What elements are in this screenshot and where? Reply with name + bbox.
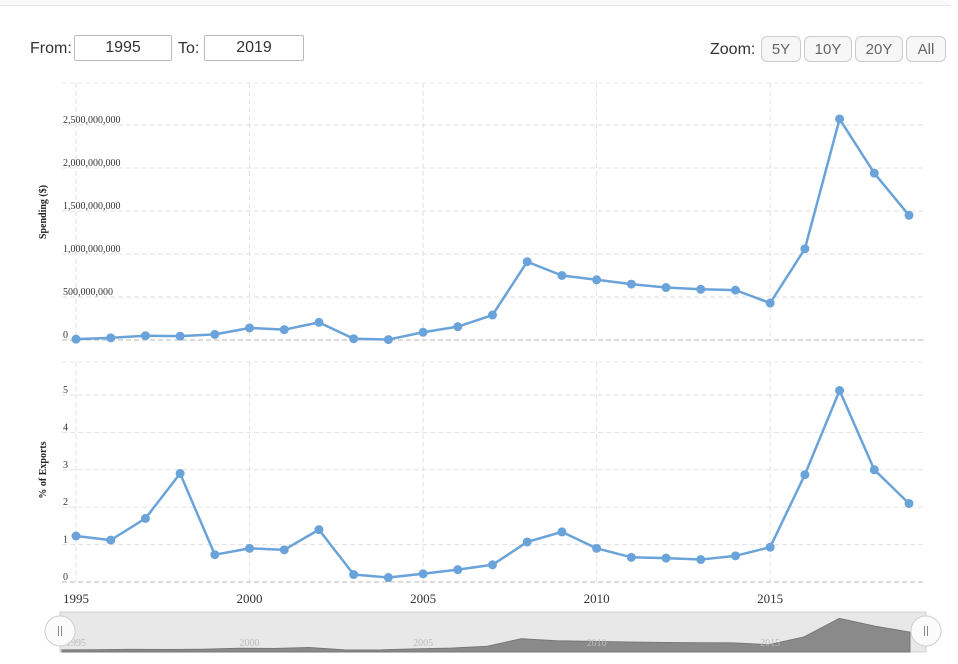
handle-knob[interactable] xyxy=(910,615,942,647)
navigator-tick-label: 2005 xyxy=(413,638,433,649)
spending-data-point[interactable] xyxy=(279,325,289,335)
navigator-left-handle[interactable] xyxy=(44,615,76,647)
spending-data-point[interactable] xyxy=(626,279,636,289)
zoom-all-button[interactable]: All xyxy=(906,36,946,62)
exports-data-point[interactable] xyxy=(349,570,359,580)
navigator-tick-label: 2000 xyxy=(240,638,260,649)
spending-data-point[interactable] xyxy=(349,334,359,344)
spending-data-point[interactable] xyxy=(314,317,324,327)
exports-axis-title: % of Exports xyxy=(38,441,49,498)
spending-data-point[interactable] xyxy=(175,331,185,341)
x-tick-label: 2015 xyxy=(757,591,783,606)
y-tick-label: 1,500,000,000 xyxy=(63,201,121,212)
spending-data-point[interactable] xyxy=(106,333,116,343)
exports-data-point[interactable] xyxy=(626,552,636,562)
exports-data-point[interactable] xyxy=(106,535,116,545)
series-layer xyxy=(71,114,914,583)
y-tick-label: 3 xyxy=(63,460,68,471)
navigator-tick-label: 2015 xyxy=(760,638,780,649)
exports-data-point[interactable] xyxy=(453,565,463,575)
grid-layer xyxy=(62,82,926,583)
spending-data-point[interactable] xyxy=(696,284,706,294)
y-tick-label: 1 xyxy=(63,535,68,546)
spending-data-point[interactable] xyxy=(453,322,463,332)
exports-data-point[interactable] xyxy=(245,543,255,553)
from-label: From: xyxy=(30,40,72,57)
exports-data-point[interactable] xyxy=(175,469,185,479)
spending-data-point[interactable] xyxy=(904,210,914,220)
spending-data-point[interactable] xyxy=(800,244,810,254)
axis-layer: Spending ($) % of Exports 0 500,000,000 1,… xyxy=(38,115,783,606)
spending-data-point[interactable] xyxy=(869,168,879,178)
y-tick-label: 2,000,000,000 xyxy=(63,158,121,169)
y-tick-label: 5 xyxy=(63,385,68,396)
zoom-10y-button[interactable]: 10Y xyxy=(804,36,852,62)
navigator-tick-label: 2010 xyxy=(587,638,607,649)
y-tick-label: 500,000,000 xyxy=(63,287,113,298)
y-tick-label: 0 xyxy=(63,330,68,341)
y-tick-label: 0 xyxy=(63,572,68,583)
x-tick-label: 1995 xyxy=(63,591,89,606)
exports-data-point[interactable] xyxy=(71,531,81,541)
exports-data-point[interactable] xyxy=(835,386,845,396)
navigator-area xyxy=(61,617,911,653)
exports-data-point[interactable] xyxy=(592,543,602,553)
exports-data-point[interactable] xyxy=(904,498,914,508)
exports-data-point[interactable] xyxy=(279,545,289,555)
spending-data-point[interactable] xyxy=(522,257,532,267)
exports-series-line xyxy=(75,389,910,579)
exports-data-point[interactable] xyxy=(661,553,671,563)
x-tick-label: 2010 xyxy=(584,591,610,606)
exports-data-point[interactable] xyxy=(140,513,150,523)
y-tick-label: 4 xyxy=(63,422,68,433)
exports-data-point[interactable] xyxy=(383,573,393,583)
handle-knob[interactable] xyxy=(44,615,76,647)
exports-data-point[interactable] xyxy=(488,560,497,570)
spending-data-point[interactable] xyxy=(661,283,671,293)
y-tick-label: 1,000,000,000 xyxy=(63,244,121,255)
to-date-input[interactable] xyxy=(204,35,304,61)
spending-series-line xyxy=(75,117,910,341)
x-tick-label: 2000 xyxy=(237,591,263,606)
top-border xyxy=(0,0,950,6)
x-tick-label: 2005 xyxy=(410,591,436,606)
spending-data-point[interactable] xyxy=(418,327,428,337)
exports-data-point[interactable] xyxy=(314,525,324,535)
zoom-5y-button[interactable]: 5Y xyxy=(761,36,801,62)
navigator-right-handle[interactable] xyxy=(910,615,942,647)
to-label: To: xyxy=(178,40,200,57)
spending-data-point[interactable] xyxy=(140,331,150,341)
exports-data-point[interactable] xyxy=(696,555,706,565)
y-tick-label: 2 xyxy=(63,497,68,508)
spending-data-point[interactable] xyxy=(383,335,393,345)
exports-data-point[interactable] xyxy=(800,470,810,480)
spending-axis-title: Spending ($) xyxy=(38,185,49,239)
exports-data-point[interactable] xyxy=(210,550,220,560)
spending-data-point[interactable] xyxy=(835,114,845,124)
spending-data-point[interactable] xyxy=(765,298,775,308)
from-date-input[interactable] xyxy=(74,35,172,61)
spending-data-point[interactable] xyxy=(557,271,567,280)
spending-data-point[interactable] xyxy=(730,285,740,295)
exports-data-point[interactable] xyxy=(418,569,428,579)
spending-data-point[interactable] xyxy=(210,329,220,339)
navigator[interactable]: 1995 2000 2005 2010 2015 xyxy=(44,611,942,653)
exports-data-point[interactable] xyxy=(730,551,740,561)
spending-data-point[interactable] xyxy=(71,334,81,344)
exports-data-point[interactable] xyxy=(869,465,879,475)
exports-data-point[interactable] xyxy=(522,537,532,547)
spending-data-point[interactable] xyxy=(488,310,497,320)
zoom-20y-button[interactable]: 20Y xyxy=(855,36,903,62)
navigator-tick-label: 1995 xyxy=(66,638,86,649)
exports-data-point[interactable] xyxy=(557,527,567,537)
y-tick-label: 2,500,000,000 xyxy=(63,115,121,126)
spending-data-point[interactable] xyxy=(592,275,602,285)
exports-data-point[interactable] xyxy=(765,542,775,552)
zoom-label: Zoom: xyxy=(710,41,756,58)
spending-data-point[interactable] xyxy=(245,323,255,333)
